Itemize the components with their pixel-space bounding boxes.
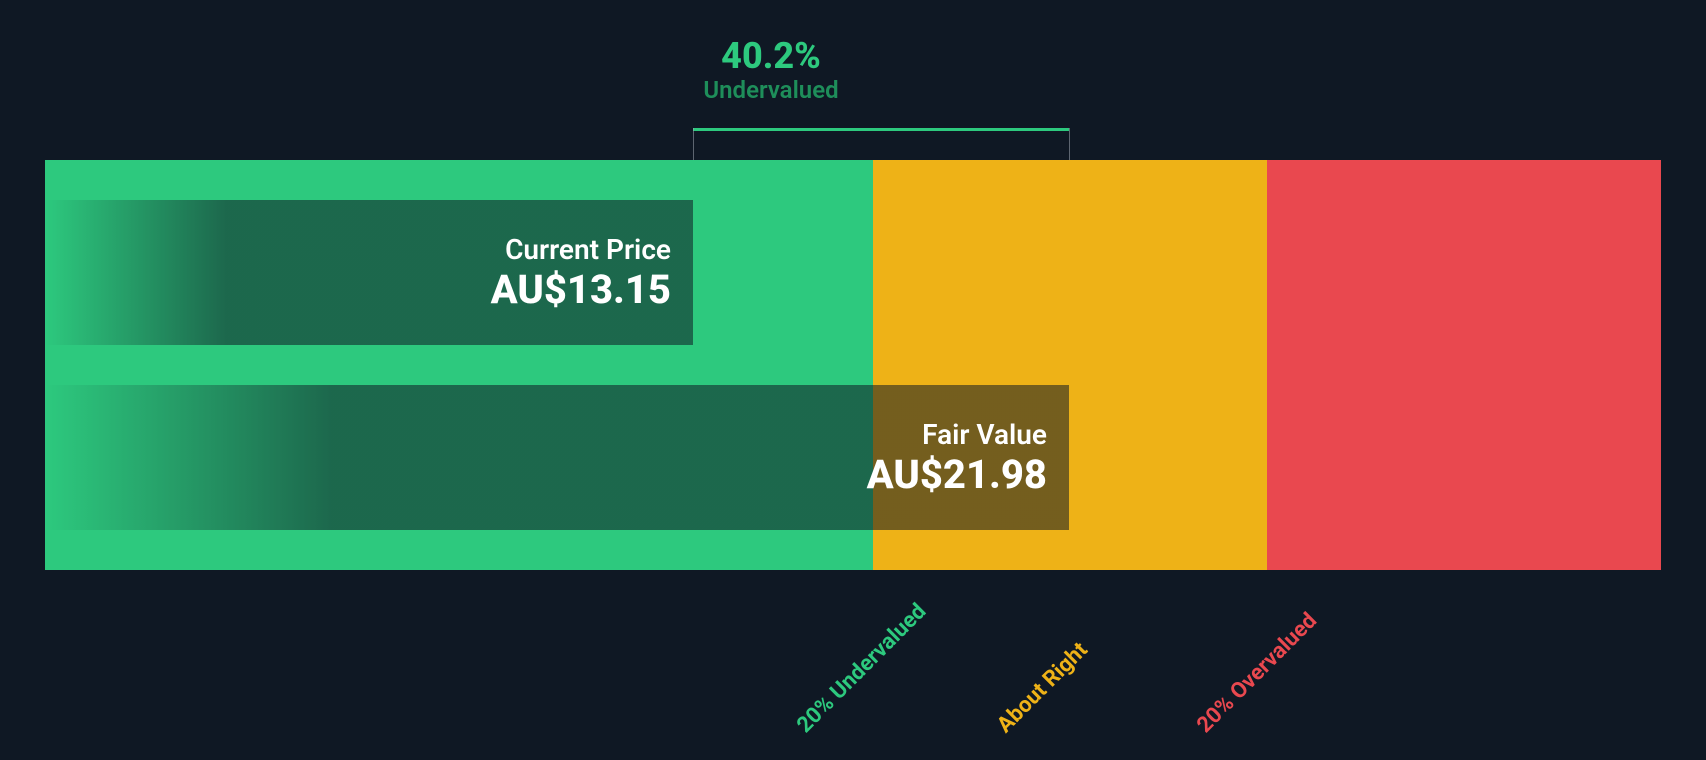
valuation-status-label: Undervalued: [703, 76, 838, 104]
valuation-chart: 40.2% Undervalued Current Price AU$13.15…: [0, 0, 1706, 760]
current-price-bar: Current Price AU$13.15: [45, 200, 693, 345]
track-segment-overvalued: [1267, 160, 1661, 570]
footer-label-overvalued: 20% Overvalued: [1192, 608, 1322, 738]
footer-label-undervalued: 20% Undervalued: [792, 599, 931, 738]
fair-value-value: AU$21.98: [867, 451, 1047, 498]
callout-bracket-top: [693, 128, 1069, 131]
footer-label-aboutright: About Right: [992, 638, 1092, 738]
fair-value-bar: Fair Value AU$21.98: [45, 385, 1069, 530]
valuation-callout: 40.2% Undervalued: [703, 38, 838, 104]
current-price-value: AU$13.15: [491, 266, 671, 313]
current-price-label: Current Price: [491, 233, 671, 266]
valuation-percent: 40.2%: [703, 38, 838, 76]
fair-value-label: Fair Value: [867, 418, 1047, 451]
